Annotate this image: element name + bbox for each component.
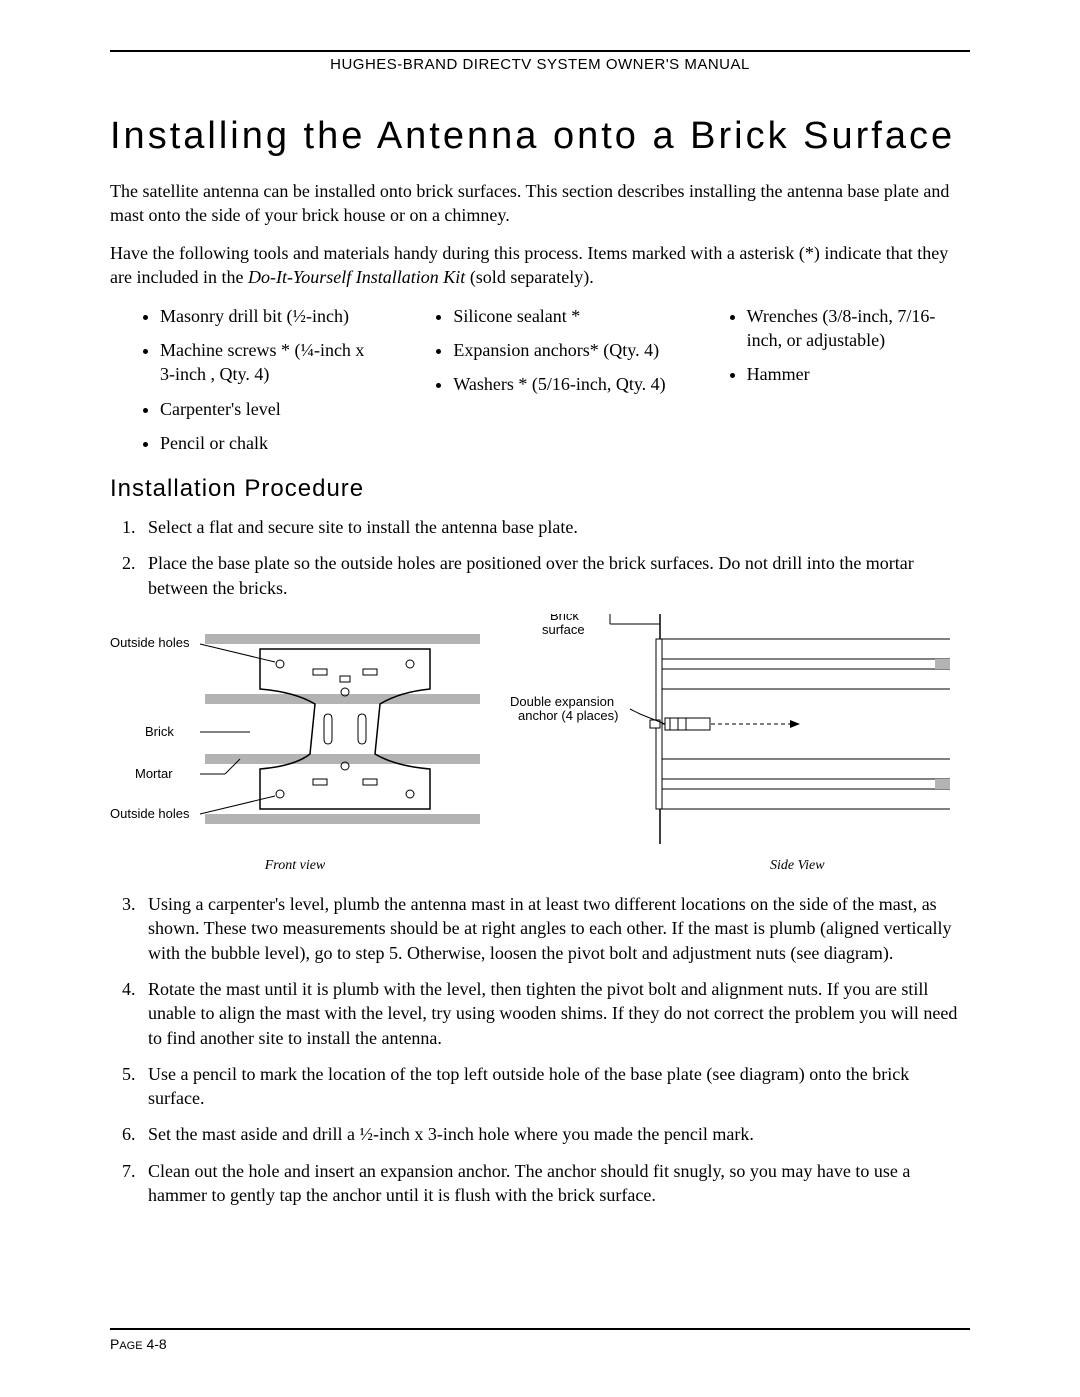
header-rule — [110, 50, 970, 52]
step-text: Rotate the mast until it is plumb with t… — [148, 979, 957, 1048]
footer-rule — [110, 1328, 970, 1330]
intro2-part-b: (sold separately). — [465, 267, 593, 287]
step-text: Use a pencil to mark the location of the… — [148, 1064, 909, 1108]
tools-col-2: Silicone sealant * Expansion anchors* (Q… — [403, 304, 676, 465]
page: HUGHES-BRAND DIRECTV SYSTEM OWNER'S MANU… — [0, 0, 1080, 1397]
diagram-caption: Front view — [110, 858, 480, 874]
tools-col-3: Wrenches (3/8-inch, 7/16-inch, or adjust… — [697, 304, 970, 465]
tool-item: Washers * (5/16-inch, Qty. 4) — [453, 372, 676, 396]
step-item: Rotate the mast until it is plumb with t… — [140, 977, 970, 1050]
tool-item: Expansion anchors* (Qty. 4) — [453, 338, 676, 362]
footer-text: PAGE 4-8 — [110, 1336, 970, 1352]
diagram-side-view: Brick surface Double expansion anchor (4… — [510, 614, 950, 874]
tool-item: Pencil or chalk — [160, 431, 383, 455]
label-outside-holes-top: Outside holes — [110, 635, 190, 650]
label-mortar: Mortar — [135, 766, 173, 781]
intro2-italic: Do-It-Yourself Installation Kit — [248, 267, 465, 287]
step-text: Using a carpenter's level, plumb the ant… — [148, 894, 951, 963]
diagram-caption: Side View — [770, 858, 950, 874]
label-anchor-1: Double expansion — [510, 694, 614, 709]
intro-paragraph-1: The satellite antenna can be installed o… — [110, 179, 970, 228]
label-anchor-2: anchor (4 places) — [518, 708, 618, 723]
intro-paragraph-2: Have the following tools and materials h… — [110, 241, 970, 290]
tools-col-1: Masonry drill bit (½-inch) Machine screw… — [110, 304, 383, 465]
tool-item: Carpenter's level — [160, 397, 383, 421]
tool-item: Silicone sealant * — [453, 304, 676, 328]
step-item: Select a flat and secure site to install… — [140, 515, 970, 539]
tool-item: Masonry drill bit (½-inch) — [160, 304, 383, 328]
tools-columns: Masonry drill bit (½-inch) Machine screw… — [110, 304, 970, 465]
header-text: HUGHES-BRAND DIRECTV SYSTEM OWNER'S MANU… — [110, 56, 970, 73]
step-text: Select a flat and secure site to install… — [148, 517, 578, 537]
steps-list-top: Select a flat and secure site to install… — [110, 515, 970, 600]
page-title: Installing the Antenna onto a Brick Surf… — [110, 113, 970, 161]
tool-item: Hammer — [747, 362, 970, 386]
step-item: Using a carpenter's level, plumb the ant… — [140, 892, 970, 965]
tool-item: Machine screws * (¼-inch x 3-inch , Qty.… — [160, 338, 383, 387]
subheading: Installation Procedure — [110, 475, 970, 503]
steps-list-bottom: Using a carpenter's level, plumb the ant… — [110, 892, 970, 1207]
step-text: Place the base plate so the outside hole… — [148, 553, 914, 597]
step-item: Clean out the hole and insert an expansi… — [140, 1159, 970, 1208]
label-brick: Brick — [145, 724, 174, 739]
footer: PAGE 4-8 — [110, 1328, 970, 1352]
step-item: Place the base plate so the outside hole… — [140, 551, 970, 600]
diagram-front-view: Outside holes Brick Mortar Outside holes… — [110, 614, 480, 874]
step-item: Set the mast aside and drill a ½-inch x … — [140, 1122, 970, 1146]
step-item: Use a pencil to mark the location of the… — [140, 1062, 970, 1111]
step-text: Set the mast aside and drill a ½-inch x … — [148, 1124, 754, 1144]
diagrams-row: Outside holes Brick Mortar Outside holes… — [110, 614, 970, 874]
label-brick-surface-2: surface — [542, 622, 585, 637]
step-text: Clean out the hole and insert an expansi… — [148, 1161, 910, 1205]
label-outside-holes-bottom: Outside holes — [110, 806, 190, 821]
tool-item: Wrenches (3/8-inch, 7/16-inch, or adjust… — [747, 304, 970, 353]
